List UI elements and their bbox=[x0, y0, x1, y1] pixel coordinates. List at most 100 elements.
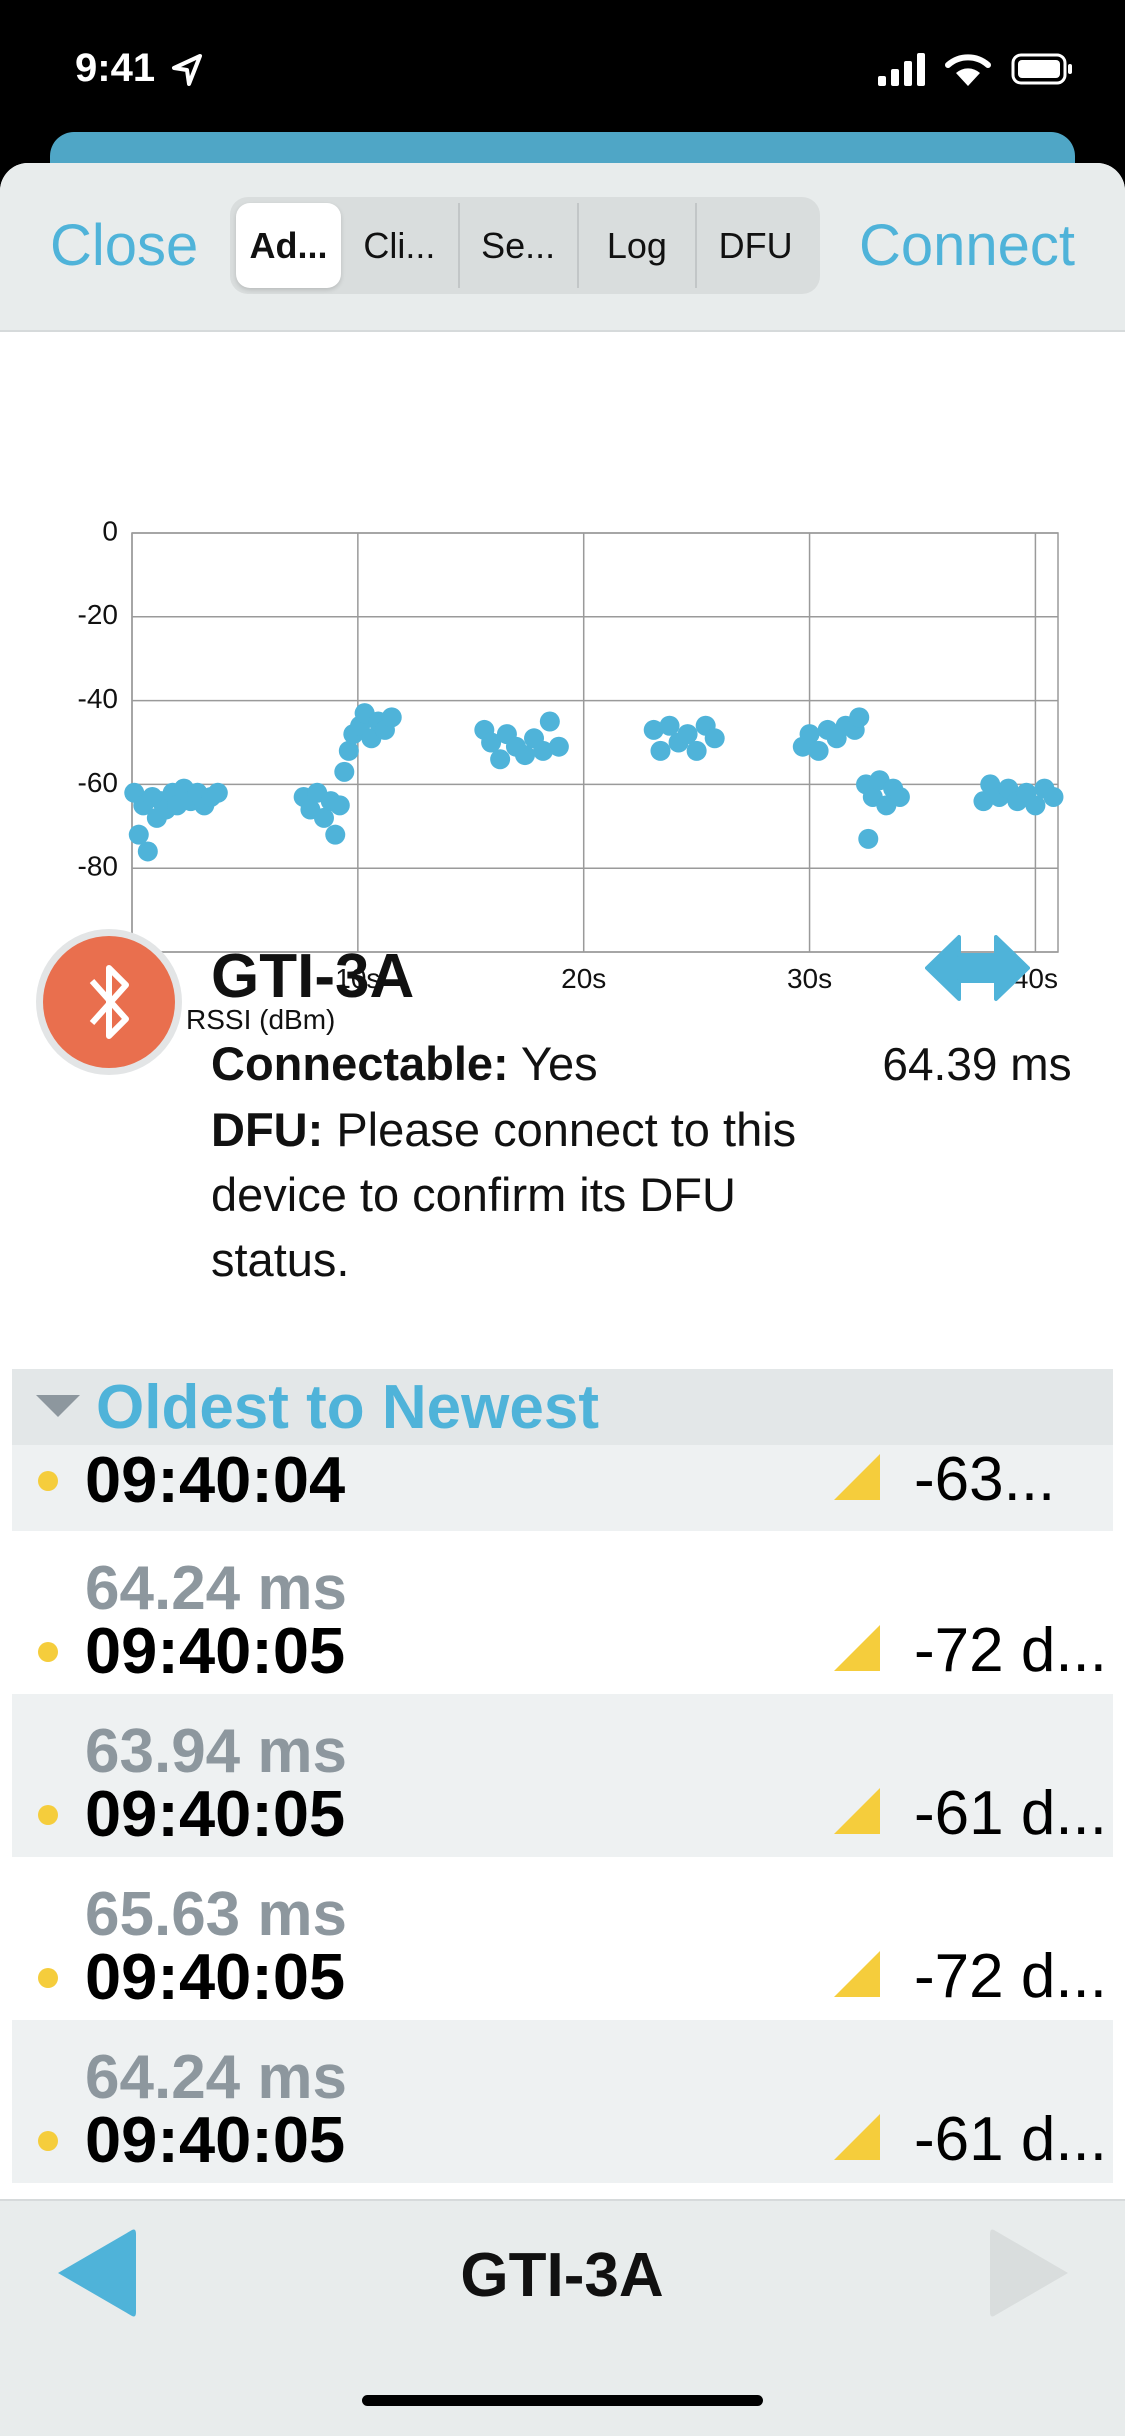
x-tick-label: 30s bbox=[787, 963, 832, 994]
location-icon bbox=[172, 54, 202, 86]
data-point bbox=[539, 711, 560, 732]
data-point bbox=[128, 824, 149, 845]
data-point bbox=[659, 715, 680, 736]
list-header[interactable]: Oldest to Newest bbox=[12, 1369, 1113, 1445]
data-point bbox=[1043, 786, 1064, 807]
list-row[interactable]: 63.94 ms 09:40:05 -61 d... bbox=[12, 1694, 1113, 1857]
data-point bbox=[381, 707, 402, 728]
data-point bbox=[313, 807, 334, 828]
footer-title: GTI-3A bbox=[460, 2241, 664, 2310]
data-point bbox=[686, 740, 707, 761]
header: Close Ad... Cli... Se... Log DFU Connect bbox=[0, 163, 1125, 332]
row-rssi: -61 d... bbox=[914, 2105, 1107, 2174]
row-dot bbox=[38, 2131, 58, 2151]
row-time: 09:40:05 bbox=[85, 2103, 346, 2176]
signal-triangle bbox=[834, 1454, 880, 1500]
data-point bbox=[338, 740, 359, 761]
bluetooth-icon bbox=[36, 929, 182, 1075]
row-dot bbox=[38, 1805, 58, 1825]
segmented-control: Ad... Cli... Se... Log DFU bbox=[230, 197, 820, 294]
row-dot bbox=[38, 1471, 58, 1491]
y-tick-label: -40 bbox=[78, 683, 118, 714]
data-point bbox=[643, 719, 664, 740]
connectable: Connectable: Yes bbox=[211, 1031, 598, 1096]
row-dot bbox=[38, 1968, 58, 1988]
row-time: 09:40:05 bbox=[85, 1940, 346, 2013]
y-tick-label: -60 bbox=[78, 767, 118, 798]
sheet: Close Ad... Cli... Se... Log DFU Connect 0 -2… bbox=[0, 163, 1125, 2436]
row-dot bbox=[38, 1642, 58, 1662]
list-row[interactable]: 09:40:04 -63... bbox=[12, 1445, 1113, 1531]
dfu-status: DFU: Please connect to this device to co… bbox=[211, 1097, 871, 1292]
data-point bbox=[137, 841, 158, 862]
signal-triangle bbox=[834, 1788, 880, 1834]
interval-icon bbox=[925, 935, 1030, 1001]
row-rssi: -61 d... bbox=[914, 1779, 1107, 1848]
list-row[interactable]: 64.24 ms 09:40:05 -61 d... bbox=[12, 2020, 1113, 2183]
data-point bbox=[329, 795, 350, 816]
plot-border bbox=[131, 532, 1059, 953]
connectable-label: Connectable: bbox=[211, 1037, 509, 1090]
data-point bbox=[490, 749, 511, 770]
row-interval: 63.94 ms bbox=[85, 1717, 347, 1786]
row-rssi: -72 d... bbox=[914, 1616, 1107, 1685]
data-point bbox=[650, 740, 671, 761]
row-interval: 64.24 ms bbox=[85, 2043, 347, 2112]
tab[interactable]: Se... bbox=[457, 203, 577, 288]
signal-icon bbox=[834, 2114, 880, 2160]
interval: 64.39 ms bbox=[882, 1038, 1072, 1090]
home-indicator bbox=[362, 2395, 763, 2406]
row-rssi: -72 d... bbox=[914, 1942, 1107, 2011]
data-point bbox=[677, 724, 698, 745]
list-row[interactable]: 65.63 ms 09:40:05 -72 d... bbox=[12, 1857, 1113, 2020]
y-tick-label: 0 bbox=[102, 515, 118, 546]
rssi-chart: 0-20-40-60-80-100010s20s30s40sRSSI (dBm) bbox=[62, 515, 1064, 1035]
row-interval: 65.63 ms bbox=[85, 1880, 347, 1949]
data-point bbox=[325, 824, 346, 845]
signal-icon bbox=[834, 1454, 880, 1500]
data-point bbox=[849, 707, 870, 728]
tab[interactable]: Log bbox=[576, 203, 696, 288]
x-tick-label: 10s bbox=[335, 963, 380, 994]
data-point bbox=[799, 724, 820, 745]
next-button[interactable] bbox=[988, 2226, 1072, 2320]
data-point bbox=[514, 745, 535, 766]
row-rssi: -63... bbox=[914, 1445, 1056, 1514]
list-row[interactable]: 64.24 ms 09:40:05 -72 d... bbox=[12, 1531, 1113, 1694]
signal-icon bbox=[834, 1625, 880, 1671]
disclosure-triangle bbox=[36, 1395, 80, 1417]
signal-icon bbox=[834, 1951, 880, 1997]
previous-button[interactable] bbox=[54, 2226, 138, 2320]
data-point bbox=[481, 732, 502, 753]
connect-button[interactable]: Connect bbox=[858, 213, 1075, 278]
tab[interactable]: DFU bbox=[695, 203, 814, 288]
list-header-title: Oldest to Newest bbox=[96, 1373, 599, 1442]
status-time: 9:41 bbox=[75, 46, 156, 90]
signal-icon bbox=[834, 1788, 880, 1834]
tab[interactable]: Cli... bbox=[363, 225, 436, 266]
close-button[interactable]: Close bbox=[50, 213, 199, 278]
row-time: 09:40:04 bbox=[85, 1445, 346, 1516]
row-interval: 64.24 ms bbox=[85, 1554, 347, 1623]
y-tick-label: -80 bbox=[78, 851, 118, 882]
signal-triangle bbox=[834, 2114, 880, 2160]
signal-triangle bbox=[834, 1625, 880, 1671]
data-point bbox=[1025, 795, 1046, 816]
x-tick-label: 20s bbox=[561, 963, 606, 994]
legend-label: RSSI (dBm) bbox=[186, 1004, 335, 1035]
row-time: 09:40:05 bbox=[85, 1614, 346, 1687]
row-time: 09:40:05 bbox=[85, 1777, 346, 1850]
data-point bbox=[704, 728, 725, 749]
data-point bbox=[334, 761, 355, 782]
data-point bbox=[548, 736, 569, 757]
dfu-label: DFU: bbox=[211, 1103, 324, 1156]
status-icons bbox=[878, 53, 1072, 86]
data-point bbox=[808, 740, 829, 761]
data-point bbox=[889, 786, 910, 807]
device-name: GTI-3A bbox=[211, 942, 415, 1011]
tab[interactable]: Ad... bbox=[236, 203, 342, 288]
connectable-value: Yes bbox=[520, 1037, 598, 1090]
signal-triangle bbox=[834, 1951, 880, 1997]
